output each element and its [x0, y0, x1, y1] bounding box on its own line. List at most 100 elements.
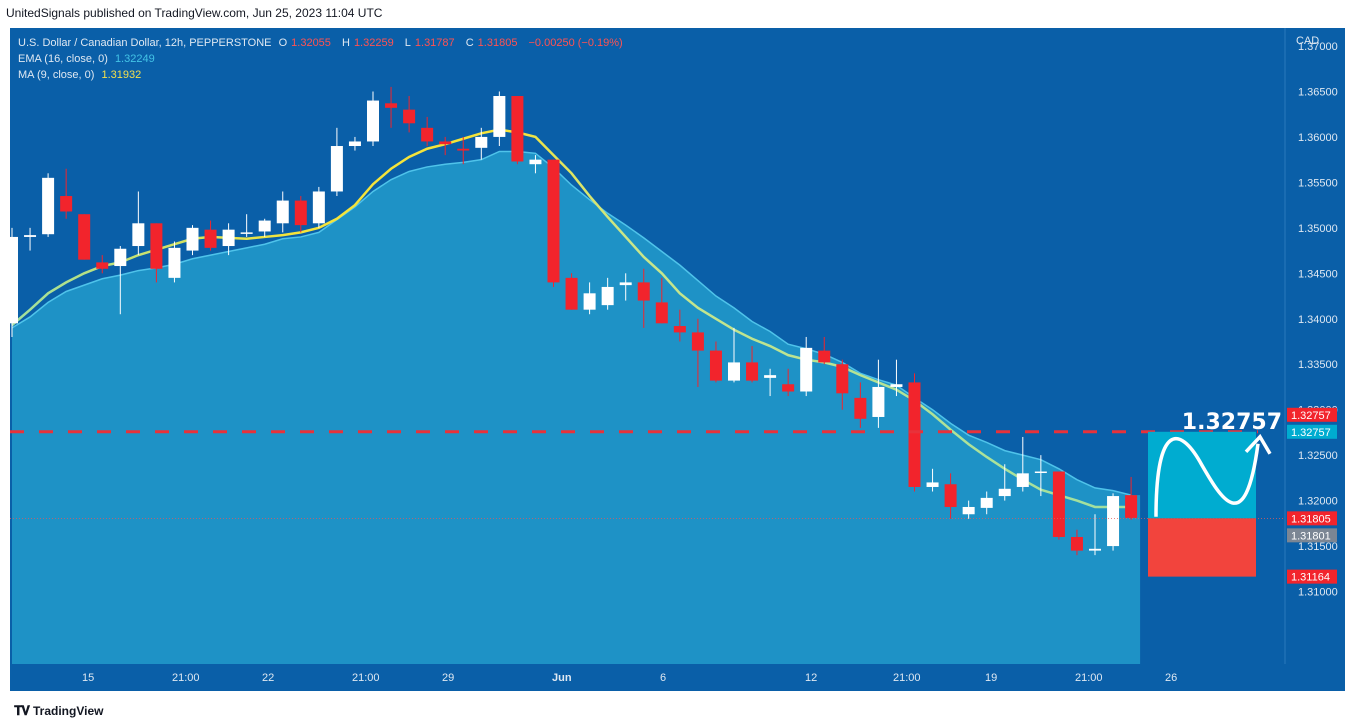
x-tick-label: 26 [1165, 672, 1177, 684]
y-tick-label: 1.32500 [1298, 450, 1338, 462]
candle-body [439, 141, 452, 145]
x-tick-label: 19 [985, 672, 997, 684]
y-tick-label: 1.34000 [1298, 314, 1338, 326]
candle-body [96, 262, 109, 269]
candle-body [511, 96, 524, 162]
close-value: 1.31805 [477, 37, 518, 49]
ema-line [11, 150, 1132, 496]
y-tick-label: 1.32000 [1298, 496, 1338, 508]
candle-body [547, 159, 560, 283]
candle-body [637, 282, 650, 301]
candle-body [655, 302, 668, 324]
x-tick-label: 22 [262, 672, 274, 684]
candle-body [78, 214, 91, 260]
y-tick-label: 1.31000 [1298, 587, 1338, 599]
footer-brand[interactable]: TradingView [33, 704, 104, 718]
candle-body [1125, 495, 1138, 518]
ma-label: MA (9, close, 0) [18, 69, 95, 81]
candle-body [601, 286, 614, 306]
candle-body [962, 506, 975, 515]
candle-body [475, 136, 488, 148]
candle-body [240, 232, 253, 234]
ema-value: 1.32249 [114, 53, 155, 65]
y-tick-label: 1.37000 [1298, 41, 1338, 53]
chart-legend: U.S. Dollar / Canadian Dollar, 12h, PEPP… [18, 35, 627, 83]
target-price-tag-bg [1287, 407, 1337, 422]
y-tick-label: 1.34500 [1298, 268, 1338, 280]
target-zone-tag: 1.32757 [1291, 427, 1331, 439]
candle-body [457, 148, 470, 151]
candle-body [836, 364, 849, 394]
stop-price-tag-bg [1287, 569, 1337, 584]
arrow-head-icon [1244, 433, 1272, 455]
legend-ma-row[interactable]: MA (9, close, 0) 1.31932 [18, 67, 627, 83]
y-tick-label: 1.35500 [1298, 177, 1338, 189]
candle-body [926, 482, 939, 487]
candle-body [565, 277, 578, 310]
x-tick-label: Jun [552, 672, 572, 684]
candle-body [728, 362, 740, 381]
symbol-name[interactable]: U.S. Dollar / Canadian Dollar, 12h, PEPP… [18, 37, 272, 49]
candle-body [908, 382, 921, 487]
ema-label: EMA (16, close, 0) [18, 53, 108, 65]
footer: 𝐓𝐕 TradingView [14, 703, 103, 719]
x-tick-label: 21:00 [893, 672, 921, 684]
open-label: O [278, 37, 288, 49]
candle-body [890, 384, 903, 387]
x-tick-label: 29 [442, 672, 454, 684]
low-label: L [404, 37, 411, 49]
candle-body [1089, 548, 1101, 551]
candle-body [944, 484, 957, 507]
candle-body [294, 200, 307, 226]
x-tick-label: 21:00 [352, 672, 380, 684]
candle-body [691, 332, 704, 351]
publisher-header: UnitedSignals published on TradingView.c… [6, 6, 383, 20]
position-target-zone [1148, 431, 1256, 519]
y-tick-label: 1.36500 [1298, 86, 1338, 98]
chart-frame[interactable]: 1.32757 CAD 1.37000 1.36500 1.36000 1.35500 1.… [10, 28, 1345, 691]
candle-body [222, 229, 235, 247]
y-tick-label: 1.35000 [1298, 223, 1338, 235]
candle-body [132, 223, 145, 247]
candle-body [385, 103, 398, 108]
candle-body [673, 326, 686, 333]
candle-body [529, 159, 542, 165]
stop-price-tag: 1.31164 [1291, 572, 1330, 584]
close-label: C [465, 37, 474, 49]
change-value: −0.00250 (−0.19%) [528, 37, 623, 49]
legend-ema-row[interactable]: EMA (16, close, 0) 1.32249 [18, 51, 627, 67]
ma-value: 1.31932 [101, 69, 142, 81]
candle-body [746, 362, 759, 381]
close-price-tag: 1.31805 [1291, 513, 1331, 525]
candle-body [818, 350, 831, 363]
forecast-arrow [1154, 436, 1260, 517]
candle-body [150, 223, 163, 269]
candle-body [403, 109, 416, 124]
candle-body [1016, 473, 1029, 487]
candle-body [583, 293, 596, 310]
candle-body [1107, 496, 1120, 547]
candle-body [764, 375, 777, 378]
high-label: H [341, 37, 350, 49]
target-price-label: 1.32757 [1182, 410, 1282, 435]
candle-body [1034, 471, 1047, 474]
target-price-tag: 1.32757 [1291, 410, 1331, 422]
x-tick-label: 15 [82, 672, 94, 684]
candle-body [204, 229, 217, 248]
tradingview-logo-icon[interactable]: 𝐓𝐕 [14, 703, 30, 718]
ema-area [12, 151, 1141, 664]
candle-body [186, 227, 199, 251]
candle-body [800, 347, 813, 392]
candle-body [1070, 536, 1083, 551]
candle-body [312, 191, 325, 224]
x-tick-label: 21:00 [172, 672, 200, 684]
candle-body [709, 350, 722, 381]
y-tick-label: 1.31500 [1298, 541, 1338, 553]
ma-price-tag: 1.31801 [1291, 530, 1331, 542]
candle-body [168, 247, 181, 278]
low-value: 1.31787 [414, 37, 455, 49]
candle-body [421, 127, 434, 142]
y-tick-label: 1.36000 [1298, 132, 1338, 144]
candle-body [980, 497, 993, 508]
